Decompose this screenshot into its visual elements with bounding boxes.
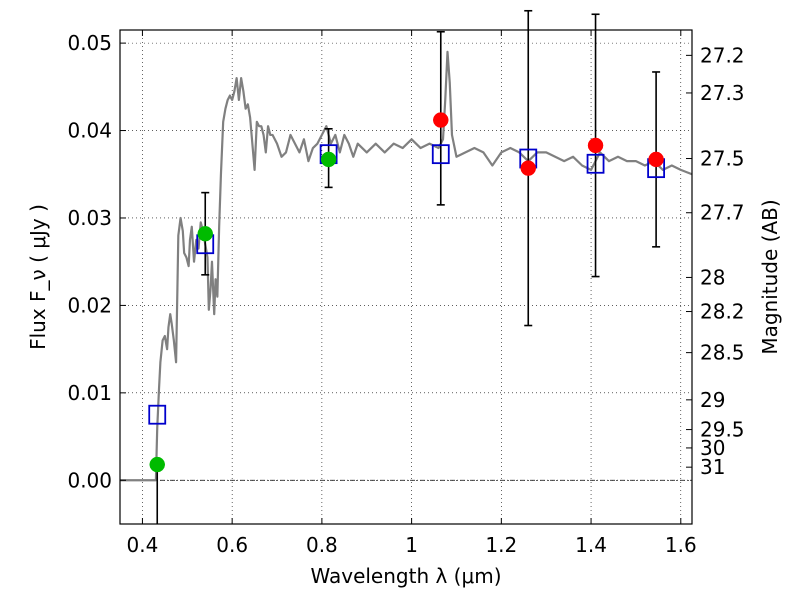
mag-tick-label: 28.2 bbox=[700, 300, 745, 324]
x-axis-label: Wavelength λ (μm) bbox=[310, 564, 501, 588]
y-tick-label: 0.02 bbox=[67, 293, 112, 317]
red-data-point bbox=[433, 112, 449, 128]
red-data-point bbox=[520, 160, 537, 176]
mag-tick-label: 29 bbox=[700, 388, 725, 412]
grid bbox=[120, 30, 692, 524]
plot-area bbox=[120, 30, 692, 524]
y-tick-label: 0.01 bbox=[67, 381, 112, 405]
green-data-point bbox=[149, 456, 165, 473]
ticks: 0.4 0.6 0.8 1 1.2 1.4 1.6 0.00 0.01 0.02 0.03 0.04 0… bbox=[67, 30, 745, 557]
y2-axis-label: Magnitude (AB) bbox=[758, 199, 782, 354]
model-square-point bbox=[586, 153, 605, 174]
y-tick-label: 0.05 bbox=[67, 31, 112, 55]
red-data-point bbox=[648, 151, 664, 168]
green-data-point bbox=[320, 151, 337, 168]
green-data-point bbox=[197, 225, 213, 242]
mag-tick-label: 30 bbox=[700, 436, 725, 460]
x-tick-label: 0.6 bbox=[216, 533, 248, 557]
y-tick-label: 0.04 bbox=[67, 119, 112, 143]
y-tick-label: 0.03 bbox=[67, 206, 112, 230]
red-data-point bbox=[587, 137, 604, 154]
x-tick-label: 0.8 bbox=[306, 533, 338, 557]
x-tick-label: 1 bbox=[405, 533, 418, 557]
x-tick-label: 0.4 bbox=[127, 533, 159, 557]
mag-tick-label: 27.3 bbox=[700, 81, 745, 105]
y-tick-label: 0.00 bbox=[67, 468, 112, 492]
mag-tick-label: 27.7 bbox=[700, 201, 745, 225]
model-square-point bbox=[431, 144, 450, 165]
mag-tick-label: 27.2 bbox=[700, 43, 745, 67]
mag-tick-label: 29.5 bbox=[700, 418, 745, 442]
x-tick-label: 1.4 bbox=[575, 533, 607, 557]
x-tick-label: 1.2 bbox=[485, 533, 517, 557]
x-tick-label: 1.6 bbox=[665, 533, 697, 557]
mag-tick-label: 27.5 bbox=[700, 147, 745, 171]
model-square-point bbox=[148, 404, 167, 425]
data-layer bbox=[120, 9, 693, 524]
y-axis-label: Flux F_ν ( μJy ) bbox=[26, 204, 50, 350]
mag-tick-label: 28.5 bbox=[700, 341, 745, 365]
mag-tick-label: 28 bbox=[700, 265, 725, 289]
template-spectrum-line bbox=[120, 50, 693, 482]
mag-tick-label: 31 bbox=[700, 455, 725, 479]
